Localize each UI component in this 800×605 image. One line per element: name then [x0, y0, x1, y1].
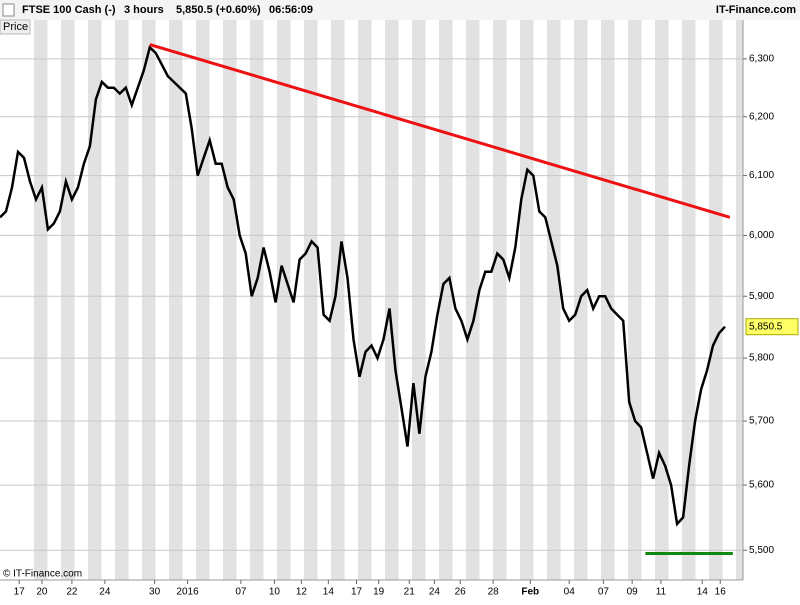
- price-line: [0, 45, 726, 527]
- x-tick-label: 17: [14, 587, 26, 598]
- x-tick-label: 26: [455, 587, 467, 598]
- x-tick-label: 30: [149, 587, 161, 598]
- y-tick-label: 6,300: [749, 53, 774, 64]
- x-tick-label: 14: [697, 587, 709, 598]
- x-tick-label: 24: [429, 587, 441, 598]
- stripe: [439, 20, 453, 580]
- y-tick-label: 5,600: [749, 480, 774, 491]
- stripe: [358, 20, 372, 580]
- stripe: [169, 20, 183, 580]
- stripe: [196, 20, 210, 580]
- x-tick-label: 07: [598, 587, 610, 598]
- stripe: [547, 20, 561, 580]
- stripe: [655, 20, 669, 580]
- x-tick-label: 09: [627, 587, 639, 598]
- header-period: 3 hours: [124, 4, 164, 16]
- x-tick-label: 24: [99, 587, 111, 598]
- stripe: [277, 20, 291, 580]
- stripe: [34, 20, 48, 580]
- stripe: [736, 20, 743, 580]
- day-stripes: [34, 20, 743, 580]
- header-bar: [0, 0, 800, 20]
- y-tick-label: 5,800: [749, 353, 774, 364]
- x-tick-label: 16: [715, 587, 727, 598]
- x-tick-label: 04: [564, 587, 576, 598]
- stripe: [466, 20, 480, 580]
- stripe: [142, 20, 156, 580]
- stripe: [304, 20, 318, 580]
- x-tick-label: 07: [235, 587, 247, 598]
- stripe: [493, 20, 507, 580]
- x-tick-label: 11: [656, 587, 667, 598]
- y-tick-label: 6,200: [749, 111, 774, 122]
- stripe: [331, 20, 345, 580]
- header-icon: [2, 3, 15, 17]
- y-tick-label: 6,000: [749, 230, 774, 241]
- last-price-box: [745, 318, 799, 336]
- x-tick-label: 14: [323, 587, 335, 598]
- x-tick-label: 2016: [176, 587, 199, 598]
- stripe: [628, 20, 642, 580]
- x-tick-label: 19: [373, 587, 385, 598]
- stripe: [223, 20, 237, 580]
- header-source: IT-Finance.com: [716, 4, 796, 16]
- copyright: © IT-Finance.com: [3, 569, 82, 580]
- header-price: 5,850.5 (+0.60%): [176, 4, 261, 16]
- x-tick-label: 10: [269, 587, 281, 598]
- stripe: [520, 20, 534, 580]
- header-time: 06:56:09: [269, 4, 313, 16]
- y-tick-label: 5,900: [749, 291, 774, 302]
- y-tick-label: 5,700: [749, 416, 774, 427]
- y-tick-label: 6,100: [749, 170, 774, 181]
- stripe: [709, 20, 723, 580]
- x-tick-label: 28: [488, 587, 500, 598]
- y-tick-label: 5,500: [749, 545, 774, 556]
- panel-tab: [0, 19, 31, 35]
- x-tick-label: 12: [296, 587, 308, 598]
- stripe: [88, 20, 102, 580]
- stripe: [61, 20, 75, 580]
- x-tick-label: 20: [36, 587, 48, 598]
- stripe: [682, 20, 696, 580]
- panel-label: Price: [3, 21, 28, 33]
- stripe: [412, 20, 426, 580]
- stripe: [250, 20, 264, 580]
- x-tick-label: 21: [404, 587, 416, 598]
- x-tick-label: 22: [66, 587, 78, 598]
- trend-line: [149, 43, 731, 219]
- x-tick-label: 17: [351, 587, 363, 598]
- header-instrument: FTSE 100 Cash (-): [22, 4, 116, 16]
- x-tick-label: Feb: [521, 587, 539, 598]
- stripe: [115, 20, 129, 580]
- last-price-label: 5,850.5: [749, 321, 783, 332]
- stripe: [385, 20, 399, 580]
